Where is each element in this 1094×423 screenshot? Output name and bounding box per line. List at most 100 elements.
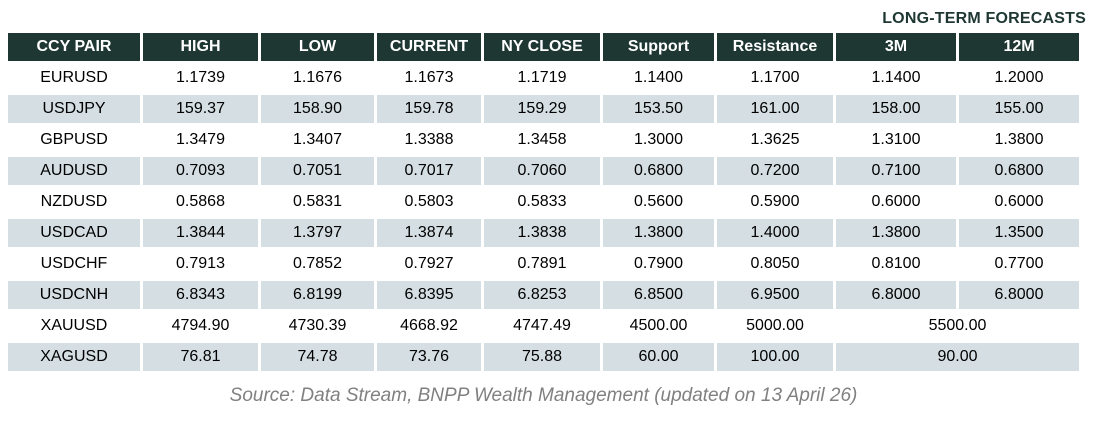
cell-low: 0.5831 bbox=[261, 188, 374, 216]
cell-high: 6.8343 bbox=[143, 281, 258, 309]
cell-resistance: 1.4000 bbox=[717, 219, 833, 247]
cell-current: 0.7927 bbox=[377, 250, 481, 278]
cell-ny-close: 0.5833 bbox=[484, 188, 600, 216]
cell-support: 6.8500 bbox=[603, 281, 714, 309]
cell-ny-close: 0.7891 bbox=[484, 250, 600, 278]
cell-support: 0.5600 bbox=[603, 188, 714, 216]
cell-low: 0.7051 bbox=[261, 157, 374, 185]
cell-12m: 0.6000 bbox=[959, 188, 1079, 216]
cell-low: 4730.39 bbox=[261, 312, 374, 340]
cell-3m: 1.3100 bbox=[836, 126, 956, 154]
table-body: EURUSD 1.1739 1.1676 1.1673 1.1719 1.1400 1.17… bbox=[8, 64, 1079, 371]
table-row: XAUUSD 4794.90 4730.39 4668.92 4747.49 4500.0… bbox=[8, 312, 1079, 340]
column-header-high: HIGH bbox=[143, 33, 258, 61]
cell-ccy-pair: USDJPY bbox=[8, 95, 140, 123]
cell-current: 1.1673 bbox=[377, 64, 481, 92]
table-row: AUDUSD 0.7093 0.7051 0.7017 0.7060 0.6800 0.72… bbox=[8, 157, 1079, 185]
cell-high: 76.81 bbox=[143, 343, 258, 371]
column-header-support: Support bbox=[603, 33, 714, 61]
table-row: USDCAD 1.3844 1.3797 1.3874 1.3838 1.3800 1.40… bbox=[8, 219, 1079, 247]
table-row: USDCNH 6.8343 6.8199 6.8395 6.8253 6.8500 6.95… bbox=[8, 281, 1079, 309]
cell-support: 60.00 bbox=[603, 343, 714, 371]
column-header-12m: 12M bbox=[959, 33, 1079, 61]
cell-high: 4794.90 bbox=[143, 312, 258, 340]
cell-high: 0.7093 bbox=[143, 157, 258, 185]
cell-12m: 6.8000 bbox=[959, 281, 1079, 309]
cell-ccy-pair: XAUUSD bbox=[8, 312, 140, 340]
cell-support: 1.3000 bbox=[603, 126, 714, 154]
cell-support: 0.6800 bbox=[603, 157, 714, 185]
cell-current: 6.8395 bbox=[377, 281, 481, 309]
cell-3m: 158.00 bbox=[836, 95, 956, 123]
source-note: Source: Data Stream, BNPP Wealth Managem… bbox=[229, 385, 858, 406]
cell-ny-close: 1.3458 bbox=[484, 126, 600, 154]
cell-high: 0.5868 bbox=[143, 188, 258, 216]
table-row: GBPUSD 1.3479 1.3407 1.3388 1.3458 1.3000 1.36… bbox=[8, 126, 1079, 154]
cell-current: 4668.92 bbox=[377, 312, 481, 340]
cell-3m: 0.8100 bbox=[836, 250, 956, 278]
cell-forecast-merged: 90.00 bbox=[836, 343, 1079, 371]
cell-current: 159.78 bbox=[377, 95, 481, 123]
cell-resistance: 0.8050 bbox=[717, 250, 833, 278]
cell-ccy-pair: NZDUSD bbox=[8, 188, 140, 216]
cell-ccy-pair: XAGUSD bbox=[8, 343, 140, 371]
table-row: EURUSD 1.1739 1.1676 1.1673 1.1719 1.1400 1.17… bbox=[8, 64, 1079, 92]
column-header-3m: 3M bbox=[836, 33, 956, 61]
cell-low: 74.78 bbox=[261, 343, 374, 371]
cell-3m: 1.3800 bbox=[836, 219, 956, 247]
column-header-low: LOW bbox=[261, 33, 374, 61]
cell-support: 153.50 bbox=[603, 95, 714, 123]
cell-ny-close: 75.88 bbox=[484, 343, 600, 371]
cell-low: 158.90 bbox=[261, 95, 374, 123]
header-row: CCY PAIR HIGH LOW CURRENT NY CLOSE Suppo… bbox=[8, 33, 1079, 61]
cell-high: 1.1739 bbox=[143, 64, 258, 92]
cell-current: 0.7017 bbox=[377, 157, 481, 185]
cell-resistance: 0.7200 bbox=[717, 157, 833, 185]
cell-current: 0.5803 bbox=[377, 188, 481, 216]
cell-current: 1.3388 bbox=[377, 126, 481, 154]
table-row: XAGUSD 76.81 74.78 73.76 75.88 60.00 100.00 90.… bbox=[8, 343, 1079, 371]
column-header-current: CURRENT bbox=[377, 33, 481, 61]
cell-resistance: 100.00 bbox=[717, 343, 833, 371]
cell-ccy-pair: USDCNH bbox=[8, 281, 140, 309]
column-header-ccy-pair: CCY PAIR bbox=[8, 33, 140, 61]
cell-3m: 1.1400 bbox=[836, 64, 956, 92]
cell-3m: 0.6000 bbox=[836, 188, 956, 216]
cell-support: 1.3800 bbox=[603, 219, 714, 247]
cell-3m: 0.7100 bbox=[836, 157, 956, 185]
cell-support: 0.7900 bbox=[603, 250, 714, 278]
cell-12m: 1.3800 bbox=[959, 126, 1079, 154]
cell-high: 1.3844 bbox=[143, 219, 258, 247]
cell-low: 1.3797 bbox=[261, 219, 374, 247]
cell-ccy-pair: EURUSD bbox=[8, 64, 140, 92]
cell-high: 159.37 bbox=[143, 95, 258, 123]
cell-ny-close: 159.29 bbox=[484, 95, 600, 123]
cell-support: 4500.00 bbox=[603, 312, 714, 340]
column-header-ny-close: NY CLOSE bbox=[484, 33, 600, 61]
cell-ccy-pair: USDCAD bbox=[8, 219, 140, 247]
cell-support: 1.1400 bbox=[603, 64, 714, 92]
cell-low: 0.7852 bbox=[261, 250, 374, 278]
cell-12m: 1.3500 bbox=[959, 219, 1079, 247]
cell-forecast-merged: 5500.00 bbox=[836, 312, 1079, 340]
cell-low: 1.1676 bbox=[261, 64, 374, 92]
cell-low: 1.3407 bbox=[261, 126, 374, 154]
cell-resistance: 1.1700 bbox=[717, 64, 833, 92]
cell-resistance: 1.3625 bbox=[717, 126, 833, 154]
cell-current: 73.76 bbox=[377, 343, 481, 371]
cell-resistance: 6.9500 bbox=[717, 281, 833, 309]
cell-ny-close: 6.8253 bbox=[484, 281, 600, 309]
cell-12m: 0.6800 bbox=[959, 157, 1079, 185]
cell-12m: 0.7700 bbox=[959, 250, 1079, 278]
cell-resistance: 5000.00 bbox=[717, 312, 833, 340]
cell-high: 0.7913 bbox=[143, 250, 258, 278]
fx-forecast-table: CCY PAIR HIGH LOW CURRENT NY CLOSE Suppo… bbox=[5, 30, 1082, 374]
table-row: NZDUSD 0.5868 0.5831 0.5803 0.5833 0.5600 0.59… bbox=[8, 188, 1079, 216]
cell-high: 1.3479 bbox=[143, 126, 258, 154]
cell-resistance: 161.00 bbox=[717, 95, 833, 123]
cell-3m: 6.8000 bbox=[836, 281, 956, 309]
cell-current: 1.3874 bbox=[377, 219, 481, 247]
cell-ny-close: 0.7060 bbox=[484, 157, 600, 185]
table-row: USDJPY 159.37 158.90 159.78 159.29 153.50 161.… bbox=[8, 95, 1079, 123]
